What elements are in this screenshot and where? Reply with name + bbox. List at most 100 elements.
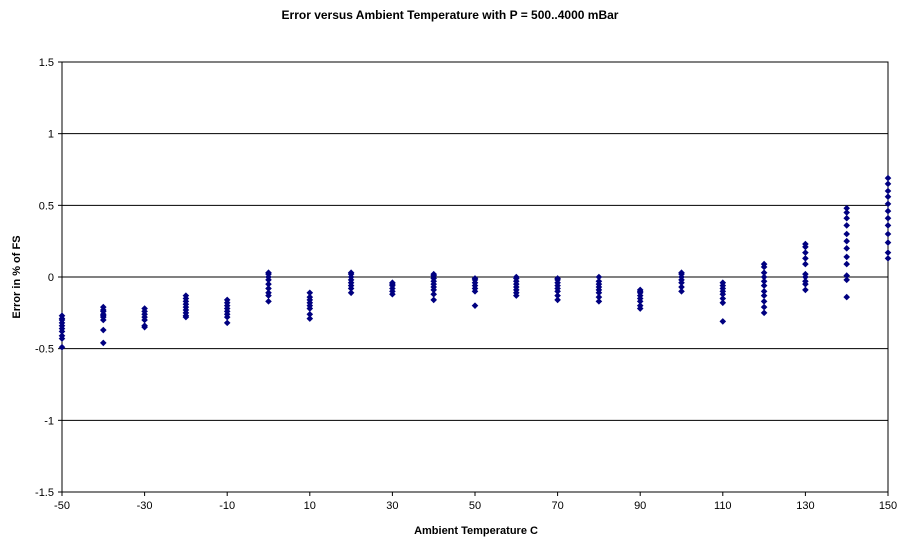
x-tick-label: 30 bbox=[386, 500, 398, 512]
data-point bbox=[802, 243, 809, 251]
x-axis-label: Ambient Temperature C bbox=[414, 525, 538, 537]
data-point bbox=[719, 295, 727, 302]
x-tick-label: -50 bbox=[54, 500, 70, 512]
data-point bbox=[595, 273, 603, 281]
data-point bbox=[843, 293, 850, 301]
x-tick-label: -30 bbox=[137, 500, 153, 512]
data-point bbox=[678, 288, 685, 295]
data-point bbox=[347, 285, 355, 292]
data-point bbox=[306, 289, 314, 297]
data-point bbox=[306, 305, 314, 312]
data-point bbox=[471, 302, 479, 309]
data-point bbox=[884, 174, 892, 182]
y-tick-label: 0.5 bbox=[39, 200, 54, 212]
y-tick-label: -1.5 bbox=[35, 487, 54, 499]
data-point bbox=[430, 296, 437, 304]
data-points bbox=[58, 174, 892, 351]
x-tick-label: 10 bbox=[304, 500, 316, 512]
data-point bbox=[843, 237, 850, 245]
y-tick-label: 1.5 bbox=[39, 57, 54, 69]
data-point bbox=[884, 200, 892, 208]
data-point bbox=[595, 298, 603, 305]
data-point bbox=[265, 276, 272, 284]
data-point bbox=[58, 343, 66, 351]
data-point bbox=[884, 187, 892, 195]
data-point bbox=[760, 298, 768, 305]
data-point bbox=[141, 323, 148, 331]
data-point bbox=[719, 299, 727, 307]
data-point bbox=[843, 272, 850, 279]
data-point bbox=[843, 276, 850, 284]
data-point bbox=[265, 298, 272, 305]
data-point bbox=[760, 282, 768, 289]
data-point bbox=[760, 292, 768, 299]
data-point bbox=[389, 290, 396, 298]
data-point bbox=[843, 253, 850, 261]
x-tick-label: 50 bbox=[469, 500, 481, 512]
data-point bbox=[884, 222, 892, 229]
data-point bbox=[58, 328, 66, 335]
data-point bbox=[430, 290, 437, 298]
data-point bbox=[100, 316, 107, 324]
data-point bbox=[265, 285, 272, 292]
y-axis-label: Error in % of FS bbox=[11, 235, 23, 318]
data-point bbox=[843, 245, 850, 252]
data-point bbox=[760, 278, 768, 285]
data-point bbox=[760, 303, 768, 311]
data-point bbox=[843, 230, 850, 238]
y-tick-label: -1 bbox=[44, 415, 54, 427]
data-point bbox=[678, 283, 685, 291]
x-tick-label: 90 bbox=[634, 500, 646, 512]
data-point bbox=[265, 292, 272, 299]
data-point bbox=[843, 260, 850, 268]
data-point bbox=[430, 286, 437, 294]
y-tick-label: 1 bbox=[48, 129, 54, 141]
data-point bbox=[306, 310, 314, 318]
data-point bbox=[595, 293, 603, 301]
x-tick-label: 150 bbox=[879, 500, 897, 512]
y-tick-label: -0.5 bbox=[35, 344, 54, 356]
data-point bbox=[141, 316, 148, 324]
data-point bbox=[760, 309, 768, 317]
data-point bbox=[100, 326, 107, 334]
data-point bbox=[306, 315, 314, 322]
x-tick-label: -10 bbox=[219, 500, 235, 512]
data-point bbox=[802, 286, 809, 294]
data-point bbox=[636, 298, 644, 305]
data-point bbox=[719, 290, 727, 298]
data-point bbox=[802, 273, 809, 281]
data-point bbox=[802, 255, 809, 262]
data-point bbox=[678, 279, 685, 287]
data-point bbox=[760, 273, 768, 281]
data-point bbox=[265, 280, 272, 288]
data-point bbox=[636, 305, 644, 312]
x-axis: -50 -30 -10 10 30 50 70 90 110 130 150 bbox=[54, 491, 897, 512]
data-point bbox=[513, 292, 520, 299]
data-point bbox=[843, 214, 850, 222]
x-tick-label: 110 bbox=[714, 500, 732, 512]
data-point bbox=[347, 289, 355, 297]
data-point bbox=[802, 249, 809, 256]
data-point bbox=[223, 319, 231, 327]
data-point bbox=[182, 313, 190, 321]
data-point bbox=[100, 339, 107, 347]
data-point bbox=[884, 180, 892, 188]
data-point bbox=[843, 209, 850, 216]
data-point bbox=[884, 193, 892, 201]
x-tick-label: 70 bbox=[551, 500, 563, 512]
x-tick-label: 130 bbox=[796, 500, 814, 512]
data-point bbox=[802, 280, 809, 288]
data-point bbox=[884, 214, 892, 222]
data-point bbox=[802, 260, 809, 268]
data-point bbox=[760, 288, 768, 295]
data-point bbox=[58, 335, 66, 342]
data-point bbox=[554, 296, 561, 304]
data-point bbox=[719, 318, 727, 325]
data-point bbox=[884, 255, 892, 262]
data-point bbox=[884, 230, 892, 238]
chart-title: Error versus Ambient Temperature with P … bbox=[282, 8, 619, 22]
data-point bbox=[884, 239, 892, 246]
data-point bbox=[884, 207, 892, 215]
y-tick-label: 0 bbox=[48, 272, 54, 284]
